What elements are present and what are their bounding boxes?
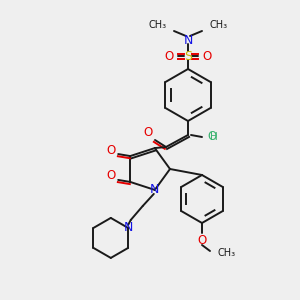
- Text: O: O: [106, 169, 116, 182]
- Text: N: N: [123, 221, 133, 234]
- Text: O: O: [202, 50, 211, 62]
- Text: CH₃: CH₃: [149, 20, 167, 30]
- Text: O: O: [207, 130, 216, 143]
- Text: O: O: [106, 144, 116, 157]
- Text: CH₃: CH₃: [209, 20, 227, 30]
- Text: O: O: [197, 235, 207, 248]
- Text: CH₃: CH₃: [218, 248, 236, 258]
- Text: O: O: [143, 127, 153, 140]
- Text: H: H: [210, 132, 218, 142]
- Text: N: N: [150, 183, 160, 196]
- Text: O: O: [164, 50, 174, 62]
- Text: N: N: [183, 34, 193, 46]
- Text: S: S: [184, 50, 192, 62]
